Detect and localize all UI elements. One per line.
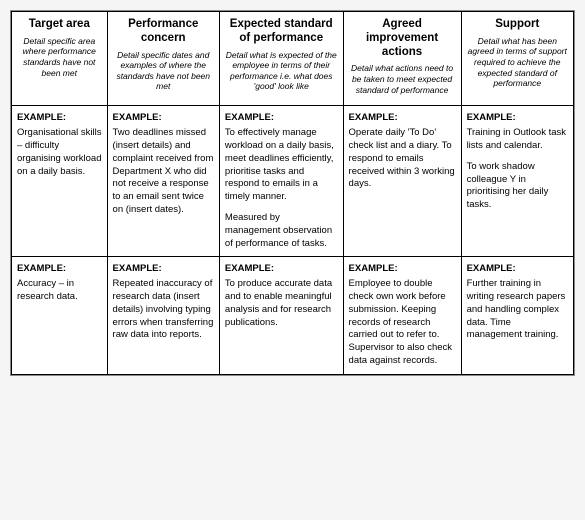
cell-concern: EXAMPLE: Repeated inaccuracy of research… — [107, 257, 219, 375]
col-title: Support — [466, 18, 569, 32]
plan-table: Target area Detail specific area where p… — [11, 11, 574, 375]
cell-text: To effectively manage workload on a dail… — [225, 127, 338, 204]
performance-plan-table: Target area Detail specific area where p… — [10, 10, 575, 376]
example-label: EXAMPLE: — [113, 112, 214, 125]
cell-text: Training in Outlook task lists and calen… — [467, 127, 568, 153]
example-label: EXAMPLE: — [225, 263, 338, 276]
col-header-support: Support Detail what has been agreed in t… — [461, 12, 573, 106]
col-title: Performance concern — [112, 18, 215, 46]
cell-text: To produce accurate data and to enable m… — [225, 278, 338, 329]
col-title: Expected standard of performance — [224, 18, 339, 46]
cell-actions: EXAMPLE: Operate daily 'To Do' check lis… — [343, 106, 461, 257]
example-label: EXAMPLE: — [349, 112, 456, 125]
cell-text: Operate daily 'To Do' check list and a d… — [349, 127, 456, 191]
cell-concern: EXAMPLE: Two deadlines missed (insert de… — [107, 106, 219, 257]
cell-text: Repeated inaccuracy of research data (in… — [113, 278, 214, 342]
cell-text: To work shadow colleague Y in prioritisi… — [467, 161, 568, 212]
cell-support: EXAMPLE: Training in Outlook task lists … — [461, 106, 573, 257]
example-label: EXAMPLE: — [17, 112, 102, 125]
col-subtitle: Detail what has been agreed in terms of … — [466, 36, 569, 89]
cell-text: Further training in writing research pap… — [467, 278, 568, 342]
col-header-target: Target area Detail specific area where p… — [12, 12, 108, 106]
col-subtitle: Detail specific area where performance s… — [16, 36, 103, 79]
example-label: EXAMPLE: — [17, 263, 102, 276]
cell-text: Employee to double check own work before… — [349, 278, 456, 368]
col-title: Target area — [16, 18, 103, 32]
table-row: EXAMPLE: Accuracy – in research data. EX… — [12, 257, 574, 375]
example-label: EXAMPLE: — [113, 263, 214, 276]
col-subtitle: Detail specific dates and examples of wh… — [112, 50, 215, 93]
col-header-concern: Performance concern Detail specific date… — [107, 12, 219, 106]
col-title: Agreed improvement actions — [348, 18, 457, 59]
example-label: EXAMPLE: — [225, 112, 338, 125]
example-label: EXAMPLE: — [467, 263, 568, 276]
col-header-expected: Expected standard of performance Detail … — [219, 12, 343, 106]
cell-text: Two deadlines missed (insert details) an… — [113, 127, 214, 217]
col-header-actions: Agreed improvement actions Detail what a… — [343, 12, 461, 106]
table-row: EXAMPLE: Organisational skills – difficu… — [12, 106, 574, 257]
example-label: EXAMPLE: — [467, 112, 568, 125]
col-subtitle: Detail what is expected of the employee … — [224, 50, 339, 93]
cell-text: Organisational skills – difficulty organ… — [17, 127, 102, 178]
cell-target: EXAMPLE: Organisational skills – difficu… — [12, 106, 108, 257]
cell-support: EXAMPLE: Further training in writing res… — [461, 257, 573, 375]
col-subtitle: Detail what actions need to be taken to … — [348, 63, 457, 95]
example-label: EXAMPLE: — [349, 263, 456, 276]
cell-expected: EXAMPLE: To effectively manage workload … — [219, 106, 343, 257]
cell-expected: EXAMPLE: To produce accurate data and to… — [219, 257, 343, 375]
cell-target: EXAMPLE: Accuracy – in research data. — [12, 257, 108, 375]
header-row: Target area Detail specific area where p… — [12, 12, 574, 106]
cell-text: Measured by management observation of pe… — [225, 212, 338, 250]
cell-actions: EXAMPLE: Employee to double check own wo… — [343, 257, 461, 375]
cell-text: Accuracy – in research data. — [17, 278, 102, 304]
